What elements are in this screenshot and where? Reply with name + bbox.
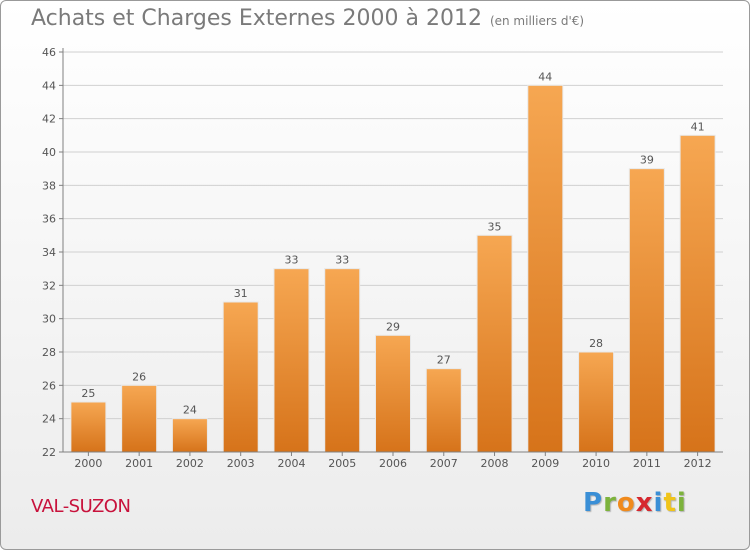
logo-letter: i [653, 488, 664, 518]
logo-letter: t [663, 488, 677, 518]
y-tick-label: 22 [42, 446, 56, 459]
bar [375, 334, 411, 453]
bar-value-label: 41 [691, 120, 705, 133]
labels: 22 24 26 28 30 32 34 36 38 40 42 44 46 25 2000 26 2001 24… [42, 46, 712, 470]
bar-value-label: 33 [335, 254, 349, 267]
chart-title-text: Achats et Charges Externes 2000 à 2012 [31, 6, 482, 31]
y-tick-label: 42 [42, 113, 56, 126]
bar [527, 84, 564, 453]
x-tick-label: 2010 [582, 457, 610, 470]
bar-value-label: 27 [437, 354, 451, 367]
bar [70, 401, 107, 453]
bar [425, 368, 462, 453]
x-tick-label: 2005 [328, 457, 356, 470]
bar-value-label: 31 [234, 287, 248, 300]
x-tick-label: 2002 [176, 457, 204, 470]
bar [171, 418, 208, 453]
bar-value-label: 44 [538, 70, 552, 83]
y-tick-label: 38 [42, 179, 56, 192]
bar-value-label: 29 [386, 320, 400, 333]
axes [59, 48, 723, 456]
chart-unit: (en milliers d'€) [489, 14, 585, 28]
bar [476, 234, 513, 453]
y-tick-label: 30 [42, 313, 56, 326]
y-tick-label: 46 [42, 46, 56, 59]
logo-letter: o [616, 488, 636, 518]
x-tick-label: 2003 [227, 457, 255, 470]
commune-name: VAL-SUZON [31, 496, 131, 517]
bar-value-label: 33 [284, 254, 298, 267]
x-tick-label: 2012 [684, 457, 712, 470]
x-tick-label: 2006 [379, 457, 407, 470]
x-tick-label: 2004 [277, 457, 305, 470]
bar-value-label: 35 [488, 220, 502, 233]
x-tick-label: 2011 [633, 457, 661, 470]
bar-value-label: 25 [81, 387, 95, 400]
x-tick-label: 2000 [74, 457, 102, 470]
x-tick-label: 2001 [125, 457, 153, 470]
logo-letter: x [635, 488, 654, 518]
bar-value-label: 39 [640, 154, 654, 167]
x-tick-label: 2007 [430, 457, 458, 470]
y-tick-label: 28 [42, 346, 56, 359]
y-tick-label: 34 [42, 246, 56, 259]
bar [222, 301, 259, 453]
bar-value-label: 26 [132, 370, 146, 383]
bar [121, 384, 158, 453]
logo-letter: r [603, 488, 617, 518]
x-tick-label: 2008 [481, 457, 509, 470]
proxiti-logo: Proxiti [583, 488, 687, 518]
y-tick-label: 24 [42, 413, 56, 426]
logo-letter: i [676, 488, 687, 518]
x-tick-label: 2009 [531, 457, 559, 470]
bars [70, 84, 716, 453]
bar-value-label: 24 [183, 404, 197, 417]
bar-value-label: 28 [589, 337, 603, 350]
logo-letter: P [583, 488, 604, 518]
bar [324, 268, 361, 453]
y-tick-label: 36 [42, 213, 56, 226]
y-tick-label: 26 [42, 379, 56, 392]
bar [578, 351, 615, 453]
chart-title: Achats et Charges Externes 2000 à 2012 (e… [31, 6, 584, 31]
bar [679, 134, 716, 453]
y-tick-label: 32 [42, 279, 56, 292]
bar [273, 268, 310, 453]
y-tick-label: 40 [42, 146, 56, 159]
y-tick-label: 44 [42, 79, 56, 92]
bar [628, 168, 665, 453]
